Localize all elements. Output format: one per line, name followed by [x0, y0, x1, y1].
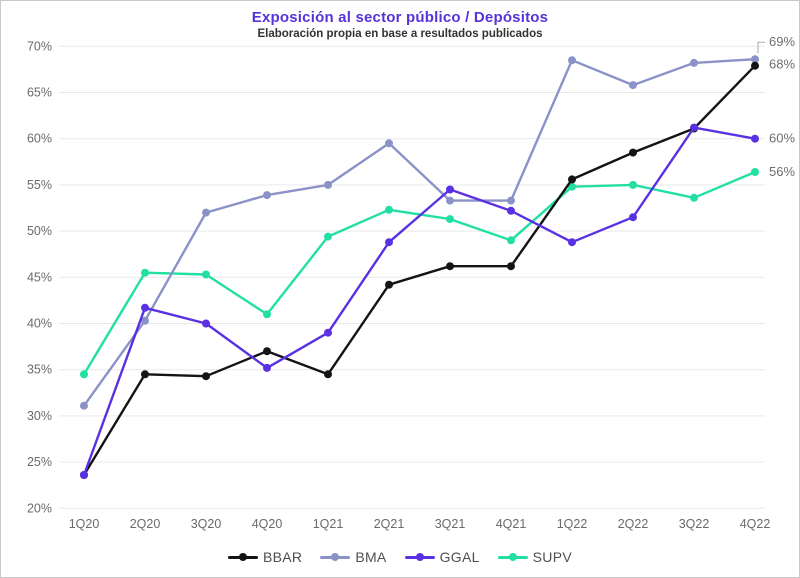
end-label-SUPV: 56%: [769, 164, 795, 179]
data-point-SUPV-2Q21: [385, 205, 393, 214]
y-tick-label: 25%: [27, 455, 52, 469]
legend-line-dot-icon: [404, 552, 435, 562]
end-label-GGAL: 60%: [769, 131, 795, 146]
legend-item-SUPV: SUPV: [497, 549, 572, 565]
y-tick-label: 70%: [27, 39, 52, 53]
legend-item-BMA: BMA: [320, 549, 386, 565]
data-point-GGAL-1Q22: [568, 238, 576, 247]
x-tick-label: 3Q20: [191, 517, 222, 531]
x-tick-label: 1Q22: [557, 517, 588, 531]
data-point-BBAR-3Q20: [202, 372, 210, 381]
data-point-BMA-1Q21: [324, 180, 332, 189]
data-point-BBAR-2Q22: [629, 148, 637, 157]
legend-label-GGAL: GGAL: [439, 549, 480, 565]
data-point-GGAL-2Q21: [385, 238, 393, 247]
data-point-GGAL-2Q20: [141, 303, 149, 312]
data-point-BMA-4Q21: [507, 196, 515, 205]
chart-legend: BBAR BMA GGAL SUPV: [1, 549, 799, 565]
x-tick-label: 2Q20: [130, 517, 161, 531]
data-point-BBAR-2Q21: [385, 280, 393, 289]
data-point-GGAL-3Q22: [690, 123, 698, 132]
y-tick-label: 50%: [27, 224, 52, 238]
data-point-GGAL-2Q22: [629, 213, 637, 222]
series-line-SUPV: [82, 170, 756, 375]
data-point-BMA-4Q20: [263, 191, 271, 200]
data-point-BMA-2Q21: [385, 139, 393, 148]
data-point-SUPV-1Q21: [324, 232, 332, 241]
data-point-BMA-3Q21: [446, 196, 454, 205]
y-tick-label: 45%: [27, 270, 52, 284]
series-line-BBAR: [82, 64, 756, 476]
chart-title: Exposición al sector público / Depósitos: [251, 9, 549, 26]
data-point-BMA-2Q22: [629, 81, 637, 90]
x-tick-label: 2Q22: [618, 517, 649, 531]
x-tick-label: 4Q20: [252, 517, 283, 531]
data-point-SUPV-2Q22: [629, 180, 637, 189]
data-point-SUPV-4Q21: [507, 236, 515, 245]
y-tick-label: 30%: [27, 409, 52, 423]
data-point-GGAL-1Q20: [80, 471, 88, 479]
legend-item-GGAL: GGAL: [404, 549, 480, 565]
end-label-leader-BMA: [757, 41, 765, 54]
series-line-BMA: [83, 58, 756, 407]
legend-label-BMA: BMA: [355, 549, 387, 565]
chart-subtitle: Elaboración propia en base a resultados …: [257, 28, 543, 40]
data-point-GGAL-1Q21: [324, 328, 332, 337]
y-tick-label: 65%: [27, 86, 52, 100]
data-point-BMA-4Q22: [751, 55, 759, 64]
data-point-BMA-3Q22: [690, 58, 698, 67]
legend-label-BBAR: BBAR: [262, 549, 303, 565]
y-tick-label: 40%: [27, 317, 52, 331]
x-tick-label: 1Q20: [69, 517, 100, 531]
series-line-GGAL: [82, 126, 756, 476]
data-point-GGAL-4Q21: [507, 206, 515, 215]
x-tick-label: 3Q21: [435, 517, 466, 531]
data-point-BMA-3Q20: [202, 208, 210, 217]
data-point-GGAL-4Q20: [263, 363, 271, 372]
data-point-BBAR-3Q21: [446, 262, 454, 271]
data-point-SUPV-3Q21: [446, 215, 454, 224]
y-tick-label: 55%: [27, 178, 52, 192]
x-tick-label: 4Q22: [740, 517, 771, 531]
legend-label-SUPV: SUPV: [532, 549, 572, 565]
data-point-SUPV-2Q20: [141, 268, 149, 277]
end-label-BBAR: 68%: [769, 57, 795, 72]
data-point-BBAR-1Q22: [568, 175, 576, 184]
legend-item-BBAR: BBAR: [227, 549, 303, 565]
data-point-BMA-1Q22: [568, 56, 576, 65]
end-label-BMA: 69%: [769, 34, 795, 49]
data-point-SUPV-4Q20: [263, 310, 271, 319]
data-point-BBAR-4Q20: [263, 347, 271, 356]
data-point-GGAL-3Q21: [446, 185, 454, 194]
data-point-SUPV-4Q22: [751, 168, 759, 176]
data-point-BBAR-4Q21: [507, 262, 515, 271]
data-point-BBAR-4Q22: [751, 61, 759, 70]
data-point-SUPV-3Q20: [202, 270, 210, 279]
y-tick-label: 60%: [27, 132, 52, 146]
legend-line-dot-icon: [227, 552, 258, 562]
data-point-BBAR-2Q20: [141, 370, 149, 379]
legend-line-dot-icon: [320, 552, 351, 562]
x-tick-label: 1Q21: [313, 517, 344, 531]
x-tick-label: 3Q22: [679, 517, 710, 531]
data-point-BMA-1Q20: [80, 401, 88, 410]
y-tick-label: 20%: [27, 501, 52, 515]
data-point-SUPV-3Q22: [690, 193, 698, 202]
legend-line-dot-icon: [497, 552, 528, 562]
data-point-BMA-2Q20: [141, 316, 149, 325]
data-point-SUPV-1Q22: [568, 182, 576, 191]
x-tick-label: 2Q21: [374, 517, 405, 531]
y-tick-label: 35%: [27, 363, 52, 377]
data-point-SUPV-1Q20: [80, 370, 88, 379]
data-point-GGAL-4Q22: [751, 134, 759, 143]
data-point-BBAR-1Q21: [324, 370, 332, 379]
x-tick-label: 4Q21: [496, 517, 527, 531]
data-point-GGAL-3Q20: [202, 319, 210, 328]
